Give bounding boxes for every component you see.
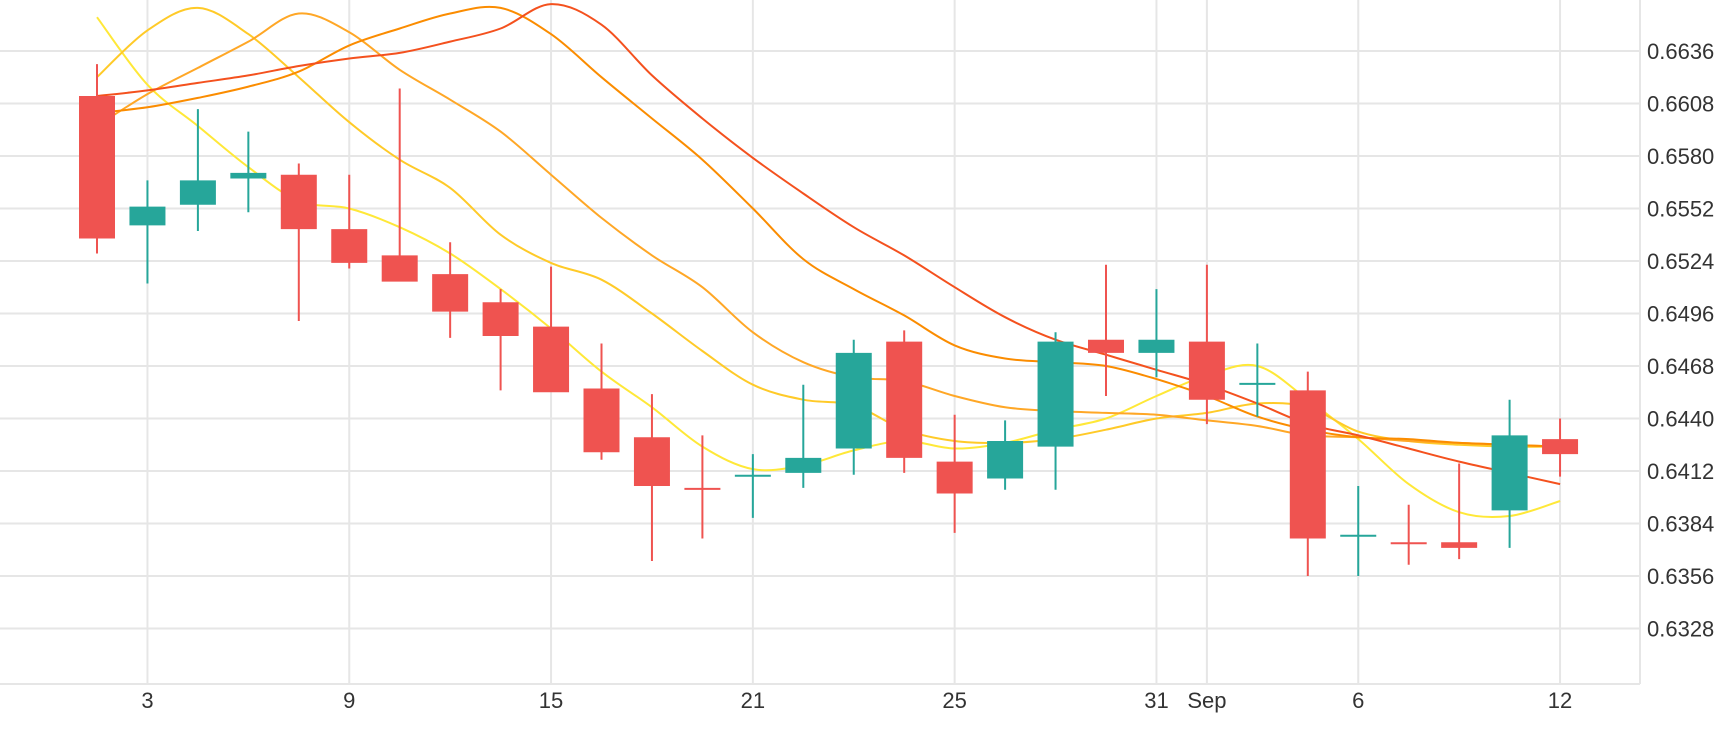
candle-body: [936, 461, 973, 494]
y-tick-label: 0.6580: [1647, 144, 1714, 169]
y-tick-label: 0.6384: [1647, 512, 1714, 537]
y-tick-label: 0.6608: [1647, 92, 1714, 117]
candle-body: [1239, 382, 1276, 385]
candle-body: [482, 302, 519, 336]
candle-body: [1491, 435, 1528, 511]
y-tick-label: 0.6440: [1647, 407, 1714, 432]
candle[interactable]: [1441, 463, 1478, 560]
candle-body: [684, 487, 721, 490]
candle-body: [734, 474, 771, 477]
candle-body: [1390, 542, 1427, 545]
ma-line-3: [96, 12, 1561, 448]
candle[interactable]: [1138, 289, 1175, 378]
candle-body: [1138, 339, 1175, 353]
candle-body: [1188, 341, 1225, 400]
grid: [0, 0, 1640, 684]
candle[interactable]: [583, 343, 620, 460]
x-tick-label: 3: [141, 688, 153, 713]
candle-body: [331, 229, 368, 263]
y-tick-label: 0.6524: [1647, 249, 1714, 274]
candle[interactable]: [1340, 486, 1377, 576]
candle-body: [129, 206, 166, 226]
candle[interactable]: [79, 64, 115, 254]
candle[interactable]: [432, 242, 469, 338]
y-tick-label: 0.6468: [1647, 354, 1714, 379]
candle-body: [886, 341, 923, 458]
x-tick-label: 21: [741, 688, 765, 713]
candle-body: [533, 326, 570, 393]
candle-body: [432, 274, 469, 312]
candle[interactable]: [1289, 371, 1326, 576]
candle[interactable]: [381, 88, 418, 282]
candle-body: [79, 96, 115, 239]
y-tick-label: 0.6328: [1647, 617, 1714, 642]
candle[interactable]: [785, 384, 822, 488]
candle[interactable]: [1542, 418, 1579, 477]
candle[interactable]: [633, 394, 670, 561]
candle[interactable]: [936, 414, 973, 533]
candle[interactable]: [179, 109, 216, 231]
candle-body: [1340, 534, 1377, 537]
y-axis-ticks: 0.6636 0.6608 0.6580 0.6552 0.6524 0.6496 0.64…: [1647, 39, 1714, 642]
candle[interactable]: [684, 435, 721, 539]
y-tick-label: 0.6412: [1647, 459, 1714, 484]
x-tick-label: 31: [1144, 688, 1168, 713]
candle[interactable]: [482, 289, 519, 391]
y-tick-label: 0.6496: [1647, 302, 1714, 327]
x-tick-label: 6: [1352, 688, 1364, 713]
candles: [79, 64, 1579, 576]
candle-body: [230, 172, 267, 179]
candle[interactable]: [1037, 332, 1074, 490]
x-tick-label: Sep: [1187, 688, 1226, 713]
candle-body: [1289, 390, 1326, 539]
candle[interactable]: [129, 180, 166, 284]
candle[interactable]: [533, 266, 570, 393]
x-tick-label: 15: [539, 688, 563, 713]
x-tick-label: 25: [942, 688, 966, 713]
axes: [0, 0, 1641, 685]
y-tick-label: 0.6636: [1647, 39, 1714, 64]
candle[interactable]: [1188, 264, 1225, 425]
y-tick-label: 0.6552: [1647, 197, 1714, 222]
candle[interactable]: [1390, 504, 1427, 565]
candle-body: [1088, 339, 1124, 353]
x-tick-label: 12: [1548, 688, 1572, 713]
candle[interactable]: [987, 420, 1024, 490]
candle-body: [583, 388, 620, 453]
y-tick-label: 0.6356: [1647, 564, 1714, 589]
x-tick-label: 9: [343, 688, 355, 713]
candle[interactable]: [280, 163, 317, 322]
candle[interactable]: [734, 454, 771, 518]
candle[interactable]: [1491, 399, 1528, 548]
candle-body: [633, 437, 670, 486]
candle[interactable]: [230, 131, 267, 213]
candle-body: [1441, 542, 1478, 548]
candle-body: [1542, 439, 1579, 455]
candle-body: [280, 174, 317, 230]
candle[interactable]: [1088, 264, 1124, 396]
candle[interactable]: [835, 339, 872, 475]
candle-body: [1037, 341, 1074, 447]
candle-body: [835, 352, 872, 449]
candle[interactable]: [1239, 343, 1276, 417]
candle-body: [179, 180, 216, 205]
candle-body: [381, 255, 418, 282]
candle[interactable]: [886, 330, 923, 473]
candle-body: [987, 441, 1024, 479]
x-axis-ticks: 3 9 15 21 25 31 Sep 6 12: [141, 688, 1572, 713]
candle[interactable]: [331, 174, 368, 269]
ma-line-5: [96, 3, 1561, 486]
candle-body: [785, 457, 822, 473]
